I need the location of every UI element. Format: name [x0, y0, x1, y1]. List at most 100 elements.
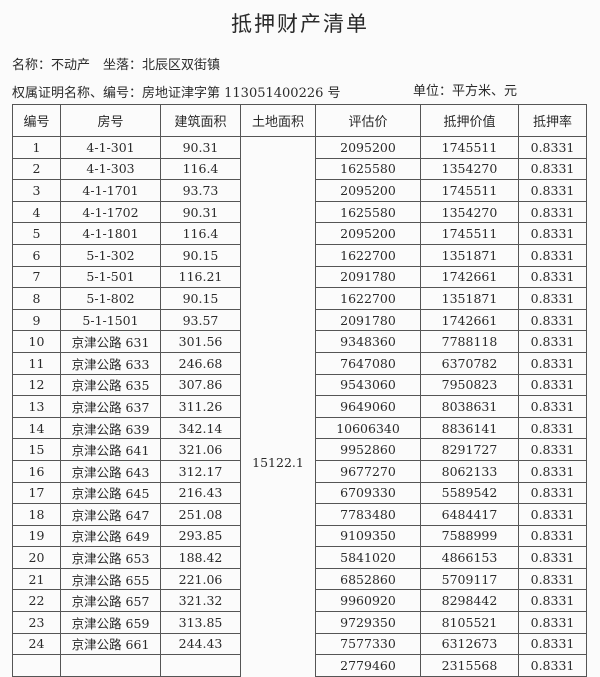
row-number: 20 [12, 546, 61, 569]
room-number: 4-1-1701 [60, 179, 161, 202]
mortgage-value: 6312673 [420, 632, 519, 656]
mortgage-value: 7950823 [420, 373, 519, 397]
table-row: 23 京津公路 659 313.85 9729350 8105521 0.8331 [12, 611, 587, 634]
appraised-value: 9109350 [315, 524, 421, 548]
row-number: 12 [12, 373, 61, 397]
appraised-value: 2091780 [315, 265, 421, 289]
appraised-value: 6852860 [315, 567, 421, 591]
mortgage-rate: 0.8331 [518, 243, 587, 267]
building-area: 221.06 [160, 567, 241, 591]
row-number: 24 [12, 632, 61, 656]
row-number: 4 [12, 200, 61, 224]
row-number: 9 [12, 308, 61, 332]
room-number: 京津公路 635 [60, 373, 161, 397]
building-area: 311.26 [160, 395, 241, 418]
room-number: 京津公路 643 [60, 459, 161, 483]
room-number: 京津公路 633 [60, 351, 161, 375]
row-number: 6 [12, 243, 61, 267]
header-no: 编号 [12, 104, 61, 137]
appraised-value: 7783480 [315, 503, 421, 526]
mortgage-rate: 0.8331 [518, 308, 587, 332]
mortgage-property-table: 编号 房号 建筑面积 土地面积 评估价 抵押价值 抵押率 1 4-1-301 90.… [12, 104, 587, 677]
room-number: 4-1-303 [60, 157, 161, 181]
building-area: 216.43 [160, 481, 241, 505]
mortgage-rate: 0.8331 [518, 567, 587, 591]
table-row: 21 京津公路 655 221.06 6852860 5709117 0.8331 [12, 567, 587, 591]
room-number: 京津公路 655 [60, 567, 161, 591]
row-number: 23 [12, 611, 61, 634]
mortgage-rate: 0.8331 [518, 503, 587, 526]
mortgage-value: 8298442 [420, 589, 519, 613]
appraised-value: 1622700 [315, 243, 421, 267]
table-row: 12 京津公路 635 307.86 9543060 7950823 0.8331 [12, 373, 587, 397]
appraised-value: 2091780 [315, 308, 421, 332]
building-area: 293.85 [160, 524, 241, 548]
mortgage-value: 8105521 [420, 611, 519, 634]
table-row: 24 京津公路 661 244.43 7577330 6312673 0.8331 [12, 632, 587, 656]
table-row: 22 京津公路 657 321.32 9960920 8298442 0.8331 [12, 589, 587, 613]
appraised-value: 9960920 [315, 589, 421, 613]
room-number: 4-1-1702 [60, 200, 161, 224]
mortgage-value: 1351871 [420, 243, 519, 267]
mortgage-value: 5709117 [420, 567, 519, 591]
mortgage-value: 1745511 [420, 222, 519, 245]
header-room: 房号 [60, 104, 161, 137]
building-area: 116.4 [160, 157, 241, 181]
row-number: 5 [12, 222, 61, 245]
mortgage-value: 8062133 [420, 459, 519, 483]
mortgage-value: 1354270 [420, 157, 519, 181]
mortgage-rate: 0.8331 [518, 200, 587, 224]
table-row: 2 4-1-303 116.4 1625580 1354270 0.8331 [12, 157, 587, 181]
table-row: 19 京津公路 649 293.85 9109350 7588999 0.8331 [12, 524, 587, 548]
mortgage-rate: 0.8331 [518, 632, 587, 656]
row-number: 22 [12, 589, 61, 613]
header-mortgage-rate: 抵押率 [518, 104, 587, 137]
mortgage-rate: 0.8331 [518, 481, 587, 505]
appraised-value: 10606340 [315, 416, 421, 440]
building-area: 307.86 [160, 373, 241, 397]
room-number: 京津公路 637 [60, 395, 161, 418]
building-area: 188.42 [160, 546, 241, 569]
mortgage-value: 1351871 [420, 287, 519, 310]
header-building-area: 建筑面积 [160, 104, 241, 137]
table-row: 10 京津公路 631 301.56 9348360 7788118 0.8331 [12, 330, 587, 353]
row-number: 17 [12, 481, 61, 505]
mortgage-rate: 0.8331 [518, 546, 587, 569]
building-area: 90.31 [160, 136, 241, 159]
appraised-value: 2095200 [315, 222, 421, 245]
room-number: 5-1-302 [60, 243, 161, 267]
room-number: 京津公路 631 [60, 330, 161, 353]
room-number: 京津公路 661 [60, 632, 161, 656]
table-row: 5 4-1-1801 116.4 2095200 1745511 0.8331 [12, 222, 587, 245]
mortgage-rate: 0.8331 [518, 136, 587, 159]
mortgage-rate: 0.8331 [518, 589, 587, 613]
building-area: 90.15 [160, 243, 241, 267]
mortgage-value: 8038631 [420, 395, 519, 418]
header-land-area: 土地面积 [240, 104, 316, 137]
building-area: 321.32 [160, 589, 241, 613]
building-area: 93.57 [160, 308, 241, 332]
appraised-value: 7647080 [315, 351, 421, 375]
header-mortgage-value: 抵押价值 [420, 104, 519, 137]
room-number: 4-1-301 [60, 136, 161, 159]
mortgage-rate: 0.8331 [518, 459, 587, 483]
building-area: 90.31 [160, 200, 241, 224]
mortgage-value: 6484417 [420, 503, 519, 526]
property-name-location: 名称：不动产 坐落：北辰区双街镇 [12, 58, 221, 73]
row-number: 14 [12, 416, 61, 440]
land-area: 15122.1 [240, 136, 316, 677]
table-row: 8 5-1-802 90.15 1622700 1351871 0.8331 [12, 287, 587, 310]
room-number: 京津公路 647 [60, 503, 161, 526]
mortgage-value: 2315568 [420, 654, 519, 677]
appraised-value: 2779460 [315, 654, 421, 677]
building-area: 93.73 [160, 179, 241, 202]
mortgage-rate: 0.8331 [518, 265, 587, 289]
mortgage-rate: 0.8331 [518, 287, 587, 310]
appraised-value: 9729350 [315, 611, 421, 634]
unit-label: 单位：平方米、元 [413, 84, 518, 99]
row-number: 15 [12, 438, 61, 461]
mortgage-value: 5589542 [420, 481, 519, 505]
mortgage-rate: 0.8331 [518, 222, 587, 245]
building-area: 251.08 [160, 503, 241, 526]
row-number: 16 [12, 459, 61, 483]
